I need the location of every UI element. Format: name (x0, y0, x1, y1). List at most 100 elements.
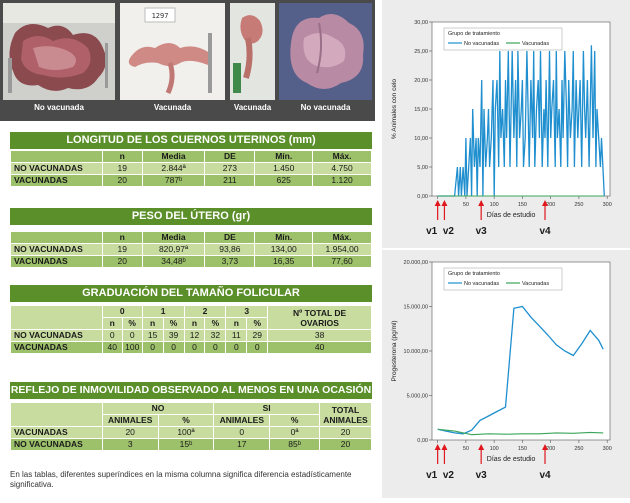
subheader: % (121, 317, 143, 330)
row-label: NO VACUNADAS (10, 162, 103, 175)
subheader: % (269, 414, 320, 427)
subheader: ANIMALES (213, 414, 271, 427)
cell: 0 (162, 341, 185, 354)
table-row: NO VACUNADAS 0 0 15 39 12 32 11 29 38 (10, 329, 372, 342)
table-immobility-reflex: NO SI TOTAL ANIMALES ANIMALES % ANIMALES… (10, 402, 373, 451)
chart-panel-progesterone: 0,005.000,0010.000,0015.000,0020.000,000… (382, 250, 630, 498)
y-tick-label: 0,00 (417, 438, 428, 444)
photo-caption-3: Vacunada (233, 103, 272, 112)
cell: 3,73 (204, 255, 256, 268)
cell: 85ᵇ (269, 438, 320, 451)
subheader: n (101, 317, 123, 330)
cell: 1.954,00 (312, 243, 372, 256)
x-tick-label: 200 (546, 446, 555, 452)
x-axis-label: Días de estudio (487, 212, 536, 219)
legend-title: Grupo de tratamiento (448, 271, 500, 277)
corner-cell (10, 305, 103, 330)
x-axis-label: Días de estudio (487, 456, 536, 463)
legend-label-vacunadas: Vacunadas (522, 41, 549, 47)
chart-panel-heat: 0,005,0010,0015,0020,0025,0030,000501001… (382, 0, 630, 248)
series-line-vacunadas (437, 428, 604, 436)
cell: 29 (246, 329, 269, 342)
cell: 211 (204, 174, 256, 187)
subheader: % (246, 317, 269, 330)
legend-box (443, 27, 563, 51)
x-tick-label: 250 (574, 446, 583, 452)
cell: 100 (121, 341, 143, 354)
vaccination-label: v2 (443, 226, 455, 237)
photo-uterus-not-vaccinated-2 (279, 3, 372, 100)
cell: 38 (267, 329, 372, 342)
plot-area (431, 261, 611, 441)
y-tick-label: 10,00 (414, 136, 428, 142)
header-n: n (101, 150, 143, 163)
cell: 39 (162, 329, 185, 342)
vaccination-arrowhead (478, 200, 485, 206)
cell: 0 (204, 341, 227, 354)
legend-box (443, 267, 563, 291)
table-header-row: 0 1 2 3 Nº TOTAL DE OVARIOS (10, 305, 372, 330)
cell: 625 (254, 174, 314, 187)
corner-cell (10, 402, 103, 427)
vaccination-arrowhead (542, 200, 549, 206)
cell: 20 (318, 426, 373, 439)
table1-title: LONGITUD DE LOS CUERNOS UTERINOS (mm) (10, 132, 372, 149)
cell: 11 (225, 329, 248, 342)
vaccination-label: v1 (426, 226, 438, 237)
subheader: ANIMALES (101, 414, 159, 427)
cell: 20 (101, 426, 159, 439)
header-max: Máx. (312, 231, 372, 244)
cell: 0 (213, 426, 271, 439)
legend-label-vacunadas: Vacunadas (522, 281, 549, 287)
header-min: Mín. (254, 231, 314, 244)
cell: 0 (246, 341, 269, 354)
table-header-row: n Media DE Mín. Máx. (10, 231, 372, 244)
cell: 32 (204, 329, 227, 342)
x-tick-label: 250 (574, 202, 583, 208)
vaccination-label: v2 (443, 470, 455, 481)
y-tick-label: 0,00 (417, 194, 428, 200)
cell: 273 (204, 162, 256, 175)
photo-caption-1: No vacunada (34, 103, 84, 112)
x-tick-label: 150 (518, 446, 527, 452)
vaccination-label: v4 (539, 226, 551, 237)
photo-uterus-not-vaccinated (3, 3, 115, 100)
row-label: VACUNADAS (10, 255, 103, 268)
total-animals-header: TOTAL ANIMALES (318, 402, 373, 427)
cell: 40 (267, 341, 372, 354)
x-tick-label: 200 (546, 202, 555, 208)
cell: 0 (121, 329, 143, 342)
photo-strip: No vacunada 1297 Vacunada Vacunada No va… (0, 0, 375, 121)
subheader: n (225, 317, 248, 330)
header-de: DE (204, 150, 256, 163)
group-si-header: SI (213, 402, 320, 415)
header-de: DE (204, 231, 256, 244)
table-row: NO VACUNADAS 19 2.844ª 273 1.450 4.750 (10, 162, 372, 175)
header-n: n (101, 231, 143, 244)
table-row: VACUNADAS 20 787ᵇ 211 625 1.120 (10, 174, 372, 187)
y-tick-label: 5.000,00 (407, 394, 428, 400)
x-tick-label: 50 (463, 446, 469, 452)
cell: 787ᵇ (141, 174, 206, 187)
row-label: NO VACUNADAS (10, 243, 103, 256)
cell: 20 (318, 438, 373, 451)
cell: 20 (101, 174, 143, 187)
subheader: n (183, 317, 206, 330)
table-row: VACUNADAS 20 100ª 0 0ª 20 (10, 426, 373, 439)
x-tick-label: 50 (463, 202, 469, 208)
cell: 15 (141, 329, 164, 342)
table3-title: GRADUACIÓN DEL TAMAÑO FOLICULAR (10, 285, 372, 302)
cell: 15ᵇ (157, 438, 215, 451)
vaccination-arrowhead (441, 200, 448, 206)
y-tick-label: 5,00 (417, 165, 428, 171)
cell: 3 (101, 438, 159, 451)
vaccination-arrowhead (434, 444, 441, 450)
cell: 1.120 (312, 174, 372, 187)
table-header-row: NO SI TOTAL ANIMALES (10, 402, 373, 427)
row-label: NO VACUNADAS (10, 438, 103, 451)
cell: 0 (225, 341, 248, 354)
vaccination-arrowhead (434, 200, 441, 206)
photo-caption-2: Vacunada (153, 103, 192, 112)
cell: 0ª (269, 426, 320, 439)
cell: 16,35 (254, 255, 314, 268)
